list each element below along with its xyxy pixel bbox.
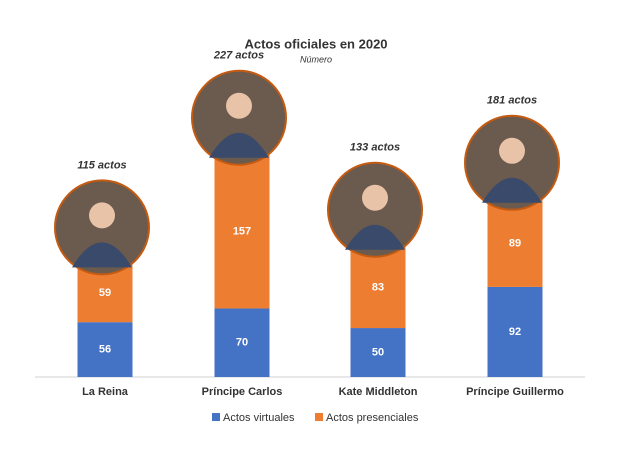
bar-segment (214, 308, 270, 377)
total-label: 181 actos (487, 95, 537, 107)
total-label: 115 actos (77, 159, 126, 171)
photo-body (72, 242, 132, 268)
x-tick-label: Príncipe Guillermo (466, 386, 564, 398)
legend-swatch (315, 413, 323, 421)
x-tick-label: Kate Middleton (339, 386, 418, 398)
legend-label: Actos presenciales (326, 412, 419, 424)
total-label: 227 actos (213, 50, 264, 62)
legend-swatch (212, 413, 220, 421)
bar-segment (350, 328, 406, 377)
photo-body (482, 177, 542, 203)
total-label: 133 actos (350, 142, 400, 154)
photo-face (362, 184, 388, 211)
value-label: 83 (372, 281, 384, 293)
photo-body (209, 132, 269, 158)
chart-subtitle: Número (300, 54, 332, 64)
bar-segment (77, 322, 133, 377)
bar-segment (214, 154, 270, 309)
value-label: 70 (236, 337, 248, 349)
photo-face (89, 202, 115, 229)
value-label: 157 (233, 226, 251, 238)
value-label: 92 (509, 326, 521, 338)
bar-segment (487, 286, 543, 377)
x-tick-label: Príncipe Carlos (202, 386, 283, 398)
legend-label: Actos virtuales (223, 412, 295, 424)
photo-face (226, 92, 252, 119)
photo-body (345, 224, 405, 250)
bar-segment (487, 199, 543, 287)
photo-face (499, 137, 525, 164)
value-label: 89 (509, 237, 521, 249)
x-tick-label: La Reina (82, 386, 129, 398)
bar-segment (350, 246, 406, 329)
chart-title: Actos oficiales en 2020 (244, 36, 387, 51)
value-label: 59 (99, 287, 111, 299)
value-label: 56 (99, 343, 111, 355)
value-label: 50 (372, 346, 384, 358)
